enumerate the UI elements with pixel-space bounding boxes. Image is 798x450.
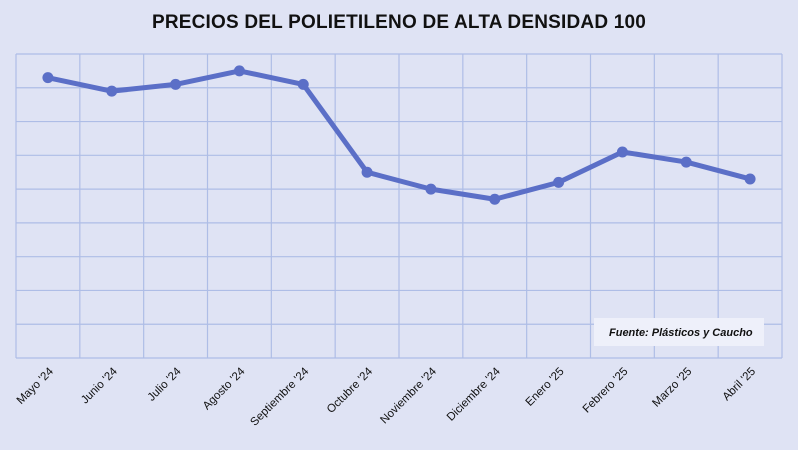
source-note: Fuente: Plásticos y Caucho (594, 318, 764, 346)
x-tick-label: Febrero '25 (581, 366, 631, 416)
x-tick-label: Abril '25 (721, 366, 759, 404)
data-point-7 (489, 193, 501, 205)
x-tick-label: Junio '24 (79, 365, 120, 406)
data-point-11 (744, 173, 756, 185)
data-point-2 (170, 78, 182, 90)
chart-title: PRECIOS DEL POLIETILENO DE ALTA DENSIDAD… (151, 12, 647, 33)
x-tick-label: Septiembre '24 (248, 365, 311, 428)
data-point-4 (297, 78, 309, 90)
x-tick-label: Julio '24 (146, 365, 184, 403)
series-line (45, 68, 753, 202)
data-points (42, 65, 756, 205)
data-point-8 (553, 176, 565, 188)
x-tick-label: Diciembre '24 (445, 365, 503, 423)
x-tick-label: Marzo '25 (650, 366, 694, 410)
data-point-5 (361, 166, 373, 178)
x-tick-label: Enero '25 (524, 366, 567, 409)
x-tick-label: Noviembre '24 (378, 365, 439, 426)
data-point-1 (106, 85, 118, 97)
data-point-3 (233, 65, 245, 77)
data-point-6 (425, 183, 437, 195)
data-point-9 (616, 146, 628, 158)
data-point-0 (42, 72, 54, 84)
series-line-group (45, 68, 753, 202)
source-text: Fuente: Plásticos y Caucho (609, 327, 753, 339)
x-tick-label: Agosto '24 (201, 365, 248, 412)
grid (15, 53, 783, 359)
x-tick-label: Mayo '24 (15, 365, 57, 407)
data-point-10 (680, 156, 692, 168)
source-box (594, 318, 764, 346)
x-axis-labels: Mayo '24 Junio '24 Julio '24 Agosto '24 Sept… (15, 365, 758, 428)
x-tick-label: Octubre '24 (325, 365, 376, 416)
